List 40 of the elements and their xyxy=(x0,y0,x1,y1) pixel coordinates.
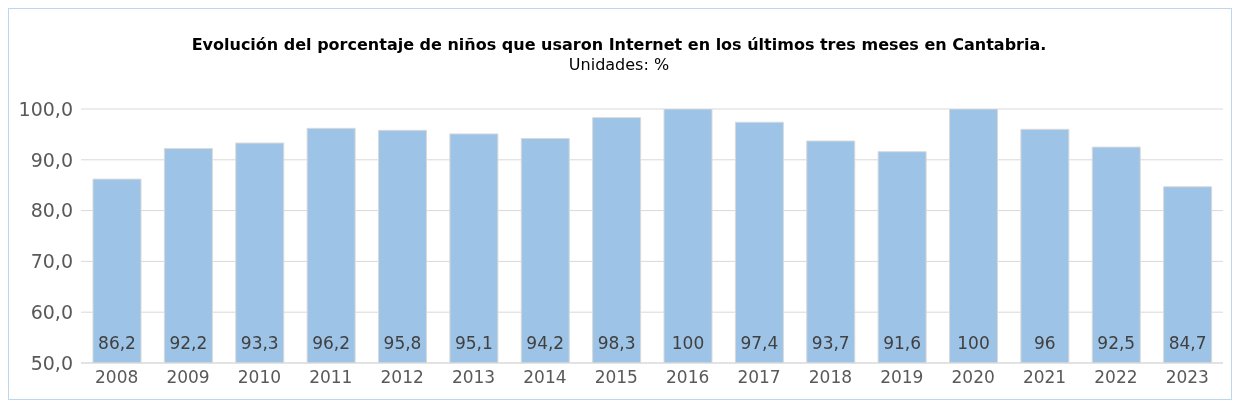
x-tick-label: 2008 xyxy=(95,367,139,388)
x-tick-label: 2023 xyxy=(1165,367,1209,388)
x-tick-label: 2015 xyxy=(594,367,638,388)
data-label: 97,4 xyxy=(740,333,779,353)
chart-title: Evolución del porcentaje de niños que usaron Internet en los últimos tres meses en Cantabria. xyxy=(191,35,1047,54)
x-tick-label: 2018 xyxy=(808,367,853,388)
x-tick-label: 2011 xyxy=(309,367,353,388)
y-tick-label: 100,0 xyxy=(18,97,73,120)
y-tick-label: 50,0 xyxy=(30,351,73,374)
y-tick-label: 90,0 xyxy=(30,148,73,171)
data-label: 96,2 xyxy=(312,333,351,353)
x-tick-label: 2009 xyxy=(166,367,210,388)
data-label: 96 xyxy=(1034,333,1056,353)
x-tick-label: 2012 xyxy=(380,367,424,388)
x-tick-label: 2021 xyxy=(1022,367,1067,388)
data-label: 84,7 xyxy=(1168,333,1207,353)
data-label: 100 xyxy=(671,333,705,353)
data-label: 92,5 xyxy=(1097,333,1136,353)
data-label: 92,2 xyxy=(169,333,208,353)
data-label: 93,7 xyxy=(811,333,850,353)
x-tick-label: 2013 xyxy=(451,367,496,388)
data-label: 100 xyxy=(957,333,990,353)
data-label: 93,3 xyxy=(240,333,279,353)
y-tick-label: 70,0 xyxy=(30,250,73,273)
x-tick-label: 2020 xyxy=(951,367,995,388)
data-label: 98,3 xyxy=(597,333,636,353)
y-tick-label: 60,0 xyxy=(30,300,73,323)
x-tick-label: 2014 xyxy=(523,367,567,388)
x-tick-label: 2022 xyxy=(1094,367,1138,388)
data-label: 95,8 xyxy=(383,333,422,353)
x-tick-label: 2017 xyxy=(737,367,781,388)
y-tick-label: 80,0 xyxy=(30,199,73,222)
data-label: 91,6 xyxy=(883,333,922,353)
x-tick-label: 2019 xyxy=(880,367,924,388)
x-tick-label: 2010 xyxy=(237,367,282,388)
data-label: 86,2 xyxy=(98,333,136,353)
x-tick-label: 2016 xyxy=(666,367,710,388)
data-label: 94,2 xyxy=(526,333,565,353)
chart-subtitle: Unidades: % xyxy=(568,55,670,74)
data-label: 95,1 xyxy=(454,333,493,353)
